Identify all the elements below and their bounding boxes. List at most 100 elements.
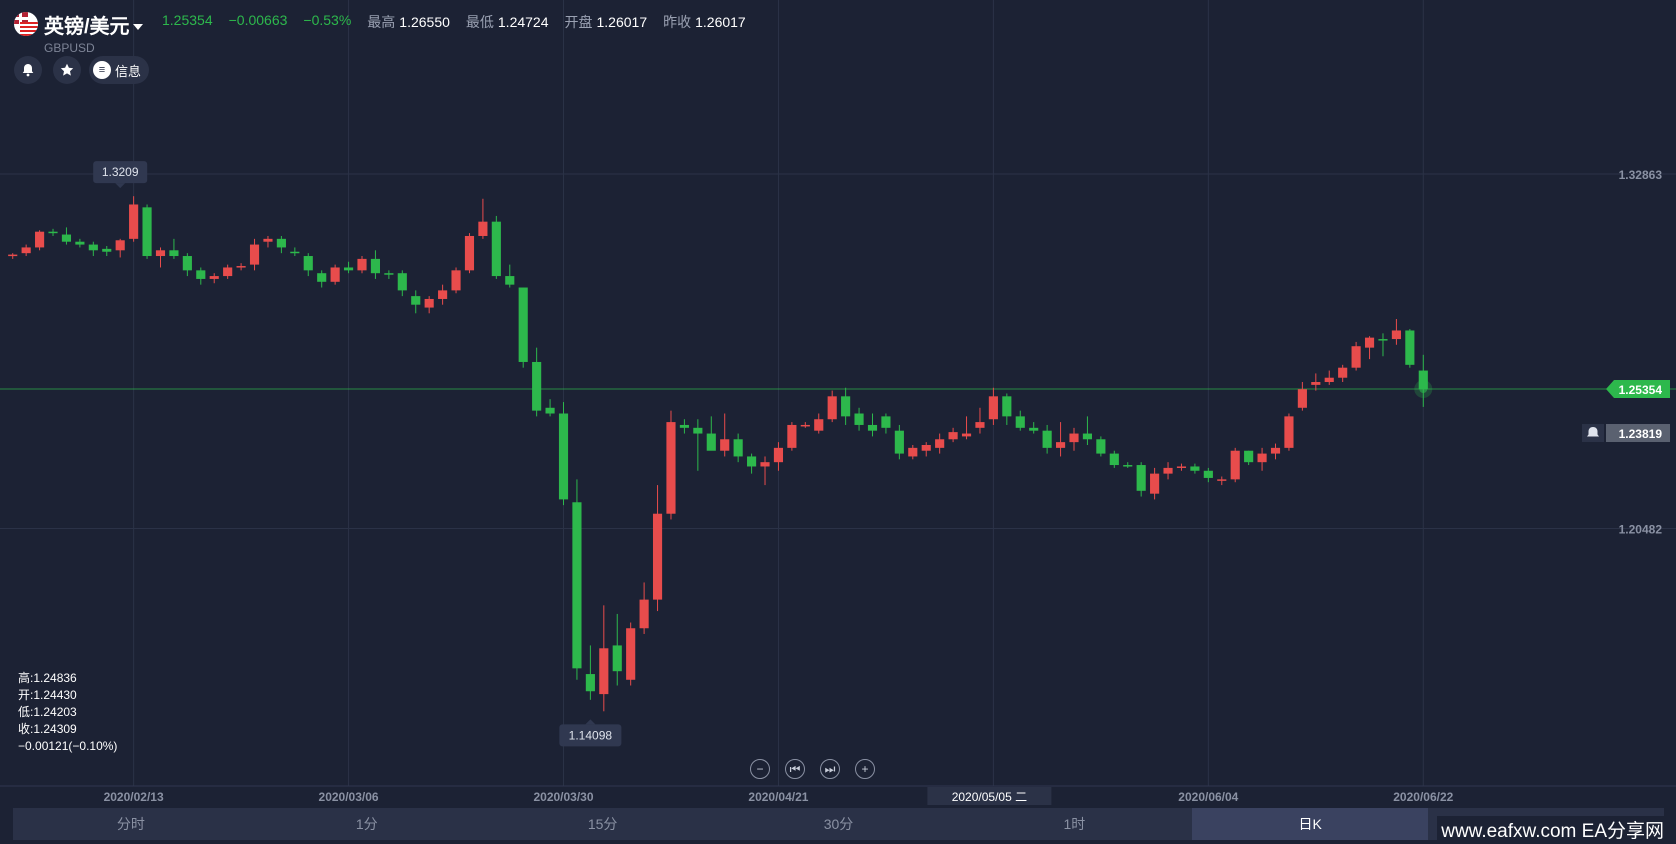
ohlc-close: 收:1.24309 <box>18 722 77 736</box>
candle-body <box>841 396 851 417</box>
candle-body <box>8 254 18 257</box>
chevron-down-icon <box>132 23 143 30</box>
candle-body <box>679 424 689 428</box>
candle-body <box>223 267 233 277</box>
candle-body <box>585 674 595 692</box>
candle-body <box>1109 453 1119 466</box>
tab-timeframe[interactable]: 日K <box>1192 808 1429 840</box>
tab-timeframe[interactable]: 15分 <box>587 816 618 832</box>
low-value: 1.24724 <box>497 14 549 30</box>
candle-body <box>1324 377 1334 383</box>
candle-body <box>1002 396 1012 417</box>
high-marker-box <box>93 161 148 184</box>
candle-body <box>773 447 784 463</box>
info-button[interactable]: ≡ 信息 <box>89 56 150 84</box>
alert-price-label: 1.23819 <box>1619 427 1663 441</box>
low-label: 最低 <box>465 14 494 30</box>
candle-body <box>1405 330 1415 365</box>
ohlc-panel: 高:1.24836 开:1.24430 低:1.24203 收:1.24309 … <box>18 670 117 755</box>
candle-body <box>961 433 972 437</box>
candle-body <box>532 361 542 411</box>
candle-body <box>61 234 72 242</box>
candle-body <box>1055 442 1066 448</box>
gbp-usd-flag-icon <box>14 12 38 36</box>
tab-timeframe[interactable]: 30分 <box>823 816 854 832</box>
quote-bar: 1.25354 −0.00663 −0.53% 最高 1.26550 最低 1.24… <box>162 12 746 32</box>
candle-body <box>518 287 528 362</box>
jump-start-button[interactable]: ⏮ <box>785 759 805 779</box>
candle-body <box>867 424 878 431</box>
candle-body <box>48 231 58 234</box>
open-label: 开盘 <box>564 14 593 30</box>
candle-body <box>209 276 219 279</box>
candle-body <box>1418 370 1428 390</box>
symbol-code: GBPUSD <box>44 41 95 55</box>
candle-body <box>438 290 448 299</box>
candle-body <box>599 648 609 695</box>
zoom-out-button[interactable]: − <box>750 759 770 779</box>
symbol-selector[interactable]: 英镑/美元 <box>44 10 143 39</box>
candle-body <box>747 456 757 467</box>
candle-body <box>1176 466 1187 468</box>
current-price-label: 1.25354 <box>1619 383 1663 397</box>
candle-body <box>666 422 676 514</box>
candle-body <box>75 241 85 245</box>
alert-button[interactable] <box>14 56 42 84</box>
high-label: 最高 <box>367 14 396 30</box>
candle-body <box>988 396 998 420</box>
symbol-title: 英镑/美元 <box>44 16 130 38</box>
candle-body <box>1042 430 1052 448</box>
candle-body <box>1244 450 1254 463</box>
zoom-in-button[interactable]: + <box>855 759 875 779</box>
candle-body <box>1029 427 1039 431</box>
favorite-button[interactable] <box>53 56 81 84</box>
candle-body <box>1096 439 1106 454</box>
crosshair-date-label: 2020/05/05 二 <box>952 790 1027 804</box>
candle-body <box>1082 433 1093 440</box>
candle-body <box>948 432 958 440</box>
jump-end-icon: ⏭ <box>824 761 836 776</box>
date-tick-label: 2020/02/13 <box>104 790 164 804</box>
candle-body <box>1311 382 1321 385</box>
tab-timeframe[interactable]: 分时 <box>116 816 145 832</box>
candle-body <box>196 270 206 279</box>
crosshair-date-box <box>927 787 1052 805</box>
ohlc-change: −0.00121(−0.10%) <box>18 739 118 753</box>
candle-body <box>276 238 286 248</box>
candle-body <box>330 267 340 282</box>
candle-body <box>1338 367 1348 378</box>
high-marker-label: 1.3209 <box>102 165 139 179</box>
candle-body <box>464 235 475 271</box>
prev-close-label: 昨收 <box>663 14 692 30</box>
candle-body <box>384 273 394 275</box>
candle-body <box>1150 473 1160 494</box>
symbol-header: 英镑/美元 GBPUSD <box>14 10 143 55</box>
zoom-out-icon: − <box>756 762 764 776</box>
candle-body <box>827 396 837 420</box>
tab-timeframe[interactable]: 1时 <box>1063 816 1086 832</box>
candle-body <box>787 424 797 448</box>
date-tick-label: 2020/06/22 <box>1393 790 1453 804</box>
high-marker-pointer <box>115 183 126 189</box>
jump-end-button[interactable]: ⏭ <box>820 759 840 779</box>
candle-body <box>88 244 98 251</box>
prev-close-value: 1.26017 <box>695 14 746 30</box>
candle-body <box>693 427 703 434</box>
candle-body <box>370 258 381 274</box>
candle-body <box>1364 337 1375 348</box>
candle-body <box>1284 416 1294 448</box>
candle-body <box>1203 470 1213 478</box>
candle-body <box>343 267 354 271</box>
candle-body <box>720 439 730 451</box>
watermark: www.eafxw.com EA分享网 <box>1437 816 1668 843</box>
candlestick-chart[interactable]: 1.32863 1.20482 2020/02/13 2020/03/06 2020/0… <box>0 0 1676 808</box>
candle-body <box>451 270 461 291</box>
candle-body <box>1163 467 1173 474</box>
candle-body <box>1257 453 1267 463</box>
candle-body <box>505 276 515 285</box>
tab-timeframe[interactable]: 1分 <box>355 816 378 832</box>
candle-body <box>249 244 260 265</box>
date-tick-label: 2020/04/21 <box>748 790 808 804</box>
candle-body <box>975 422 985 428</box>
candle-body <box>102 248 112 252</box>
